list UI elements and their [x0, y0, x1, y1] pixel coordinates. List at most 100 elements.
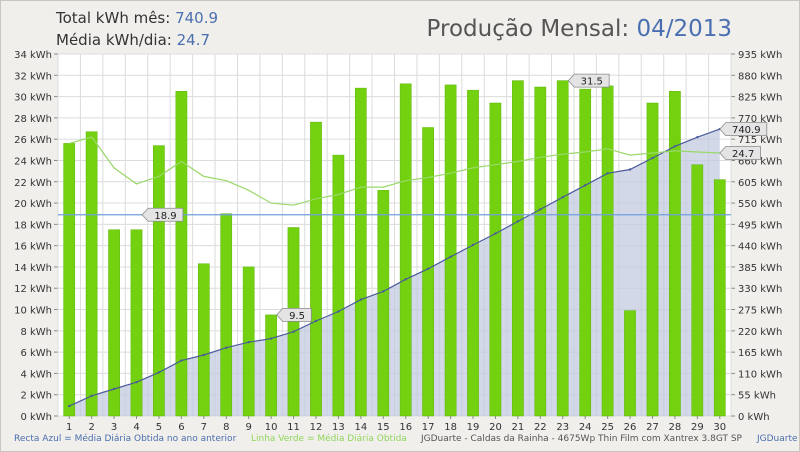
chart-title-period: 04/2013 [636, 16, 732, 42]
cumulative-point [202, 353, 205, 357]
data-label: 9.5 [276, 307, 312, 322]
daily-average-value: 24.7 [176, 31, 211, 49]
daily-production-bar [444, 84, 457, 417]
data-label: 31.5 [567, 73, 610, 88]
svg-text:31.5: 31.5 [581, 77, 603, 88]
daily-production-bar [310, 121, 322, 417]
daily-production-bar [669, 91, 681, 417]
y2-tick-label: 330 kWh [738, 284, 782, 295]
cumulative-point [651, 156, 654, 160]
x-tick-label: 8 [223, 422, 229, 433]
y2-tick-label: 935 kWh [738, 50, 782, 61]
data-label: 18.9 [141, 207, 184, 222]
x-tick-label: 22 [534, 422, 547, 433]
footer-brand: JGDuarte [757, 434, 798, 444]
x-tick-label: 1 [66, 422, 72, 433]
daily-production-bar [467, 89, 479, 417]
chart-title: Produção Mensal: 04/2013 [427, 16, 732, 42]
x-tick-label: 25 [601, 422, 614, 433]
cumulative-point [269, 337, 273, 340]
y2-tick-label: 385 kWh [738, 263, 782, 274]
daily-production-bar [197, 263, 210, 417]
y2-tick-label: 550 kWh [738, 199, 782, 210]
daily-production-bar [354, 87, 367, 417]
x-tick-label: 11 [287, 422, 300, 433]
y-tick-label: 34 kWh [14, 50, 52, 61]
y-tick-label: 12 kWh [14, 284, 52, 295]
cumulative-point [561, 196, 564, 199]
x-tick-label: 20 [489, 422, 502, 433]
cumulative-point [404, 278, 407, 281]
y2-tick-label: 660 kWh [738, 156, 782, 167]
y-tick-label: 2 kWh [20, 391, 52, 402]
cumulative-point [426, 267, 430, 270]
y2-tick-label: 110 kWh [738, 369, 782, 380]
daily-production-bar [624, 310, 636, 417]
daily-production-bar [556, 80, 569, 417]
y-tick-label: 14 kWh [14, 263, 52, 274]
daily-production-bar [63, 143, 76, 417]
cumulative-point [606, 172, 609, 175]
y2-tick-label: 55 kWh [738, 391, 776, 402]
y-tick-label: 8 kWh [20, 327, 52, 338]
x-tick-label: 7 [201, 422, 207, 433]
total-kwh-label: Total kWh mês: [56, 9, 171, 27]
cumulative-point [516, 220, 520, 223]
x-tick-label: 4 [133, 422, 139, 433]
daily-production-bar [130, 229, 143, 417]
y2-tick-label: 495 kWh [738, 220, 782, 231]
y2-tick-label: 275 kWh [738, 306, 782, 317]
daily-average-stat: Média kWh/dia: 24.7 [56, 31, 210, 49]
y2-tick-label: 605 kWh [738, 178, 782, 189]
y2-tick-label: 0 kWh [738, 412, 770, 423]
daily-production-bar [512, 80, 524, 417]
cumulative-point [225, 346, 228, 349]
data-label: 740.9 [719, 122, 768, 136]
daily-production-bar [85, 131, 98, 417]
x-tick-label: 15 [377, 422, 390, 433]
daily-average-label: Média kWh/dia: [56, 31, 172, 49]
y-tick-label: 6 kWh [20, 348, 52, 359]
y-tick-label: 32 kWh [14, 71, 52, 82]
y-tick-label: 28 kWh [14, 114, 52, 125]
y-tick-label: 18 kWh [14, 220, 52, 231]
svg-text:24.7: 24.7 [732, 149, 754, 160]
x-tick-label: 16 [399, 422, 412, 433]
cumulative-point [292, 330, 295, 333]
y2-tick-label: 220 kWh [738, 327, 782, 338]
daily-production-bar [579, 88, 592, 417]
daily-production-bar [265, 314, 277, 417]
cumulative-point [494, 232, 497, 235]
y2-tick-label: 770 kWh [738, 114, 782, 125]
cumulative-point [157, 371, 161, 374]
cumulative-point [135, 381, 138, 384]
cumulative-point [112, 387, 116, 391]
chart-title-label: Produção Mensal: [426, 16, 630, 42]
y2-tick-label: 165 kWh [738, 348, 782, 359]
x-tick-label: 28 [669, 422, 682, 433]
daily-production-bar [646, 102, 659, 417]
footer-green-line-note: Linha Verde = Média Diária Obtida [251, 434, 407, 444]
x-tick-label: 29 [691, 422, 704, 433]
x-tick-label: 23 [556, 422, 569, 433]
daily-production-bar [489, 102, 502, 417]
y-tick-label: 10 kWh [14, 306, 52, 317]
y2-tick-label: 880 kWh [738, 71, 782, 82]
daily-production-bar [601, 85, 614, 417]
y2-tick-label: 440 kWh [738, 242, 782, 253]
x-tick-label: 6 [178, 422, 184, 433]
svg-text:18.9: 18.9 [154, 211, 176, 222]
daily-average-line [69, 136, 720, 206]
cumulative-point [382, 290, 385, 293]
daily-production-bar [691, 164, 704, 417]
y-tick-label: 26 kWh [14, 135, 52, 146]
x-tick-label: 13 [332, 422, 345, 433]
daily-production-bar [399, 83, 412, 417]
footer-blue-line-note: Recta Azul = Média Diária Obtida no ano … [14, 434, 237, 444]
cumulative-point [449, 255, 452, 258]
y-tick-label: 16 kWh [14, 242, 52, 253]
y-tick-label: 4 kWh [20, 369, 52, 380]
svg-text:740.9: 740.9 [732, 125, 761, 136]
x-tick-label: 14 [354, 422, 367, 433]
cumulative-point [180, 359, 183, 362]
